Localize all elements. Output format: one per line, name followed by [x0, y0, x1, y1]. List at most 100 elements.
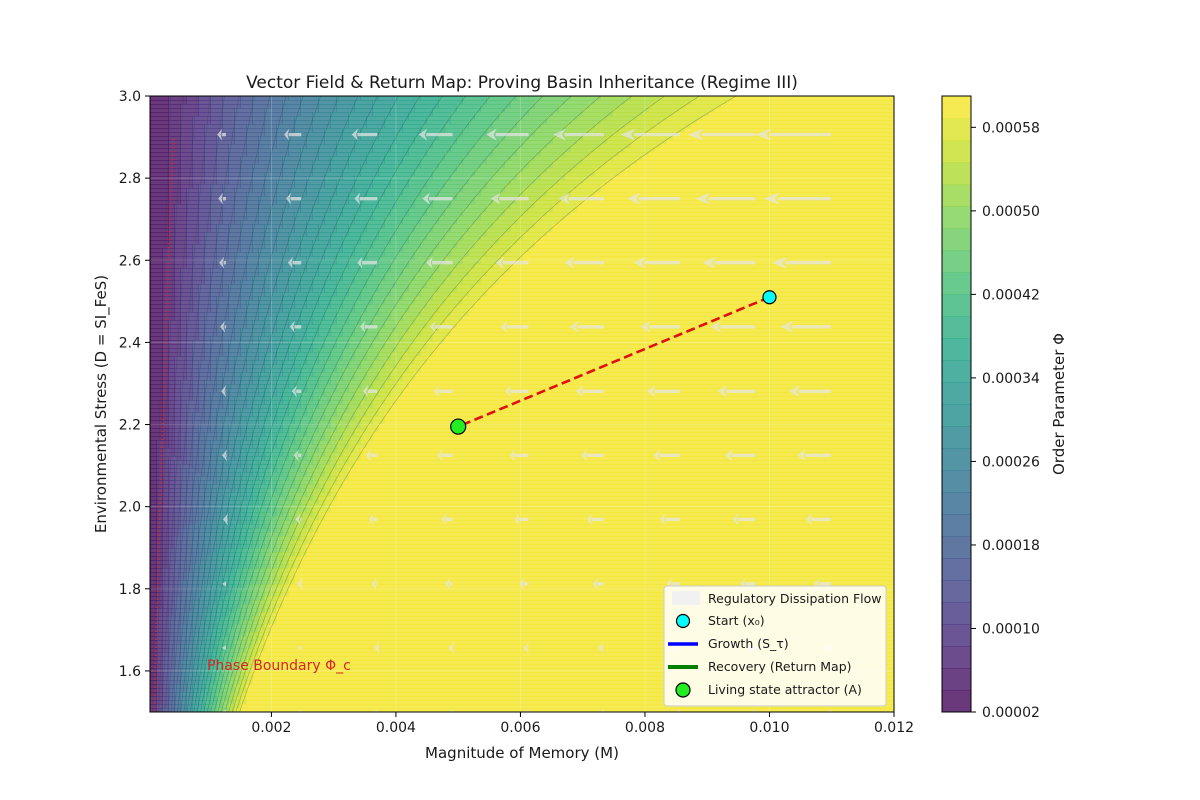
heatmap-cell: [150, 516, 157, 521]
heatmap-cell: [306, 132, 325, 137]
heatmap-cell: [204, 272, 211, 277]
heatmap-cell: [186, 524, 193, 529]
heatmap-cell: [252, 536, 259, 541]
heatmap-cell: [168, 656, 175, 661]
heatmap-cell: [558, 156, 583, 161]
heatmap-cell: [192, 612, 199, 617]
heatmap-cell: [150, 140, 169, 145]
heatmap-cell: [186, 208, 199, 213]
heatmap-cell: [276, 496, 289, 501]
heatmap-cell: [432, 176, 451, 181]
heatmap-cell: [342, 168, 361, 173]
heatmap-cell: [216, 672, 223, 677]
heatmap-cell: [234, 608, 241, 613]
heatmap-cell: [234, 320, 247, 325]
heatmap-cell: [174, 468, 181, 473]
heatmap-cell: [294, 408, 307, 413]
heatmap-cell: [366, 224, 385, 229]
heatmap-cell: [336, 96, 361, 101]
heatmap-cell: [192, 556, 199, 561]
heatmap-cell: [348, 420, 361, 425]
heatmap-cell: [282, 220, 295, 225]
heatmap-cell: [162, 508, 169, 513]
heatmap-cell: [270, 496, 277, 501]
heatmap-cell: [282, 460, 295, 465]
heatmap-cell: [180, 192, 187, 197]
heatmap-cell: [198, 676, 205, 681]
heatmap-cell: [198, 216, 211, 221]
heatmap-cell: [330, 456, 337, 461]
heatmap-cell: [240, 596, 247, 601]
heatmap-cell: [336, 380, 349, 385]
heatmap-cell: [276, 420, 283, 425]
heatmap-cell: [156, 604, 163, 609]
heatmap-cell: [342, 480, 894, 485]
heatmap-cell: [150, 228, 169, 233]
flow-arrow-head: [702, 256, 716, 269]
heatmap-cell: [186, 196, 199, 201]
heatmap-cell: [198, 456, 205, 461]
heatmap-cell: [378, 392, 391, 397]
heatmap-cell: [318, 384, 325, 389]
heatmap-cell: [264, 124, 277, 129]
heatmap-cell: [258, 404, 271, 409]
heatmap-cell: [234, 504, 241, 509]
heatmap-cell: [702, 116, 894, 121]
heatmap-cell: [198, 596, 205, 601]
heatmap-cell: [366, 412, 379, 417]
flow-arrow-head: [553, 128, 566, 141]
heatmap-cell: [540, 172, 565, 177]
heatmap-cell: [228, 548, 235, 553]
heatmap-cell: [252, 588, 259, 593]
heatmap-cell: [216, 708, 223, 712]
heatmap-cell: [426, 184, 445, 189]
heatmap-cell: [180, 296, 193, 301]
heatmap-cell: [282, 292, 295, 297]
heatmap-cell: [240, 704, 894, 709]
heatmap-cell: [234, 404, 247, 409]
heatmap-cell: [396, 204, 415, 209]
heatmap-cell: [252, 368, 265, 373]
heatmap-cell: [162, 368, 169, 373]
heatmap-cell: [306, 352, 319, 357]
heatmap-cell: [372, 380, 385, 385]
heatmap-cell: [408, 208, 427, 213]
heatmap-cell: [384, 412, 894, 417]
heatmap-cell: [168, 356, 175, 361]
heatmap-cell: [270, 344, 277, 349]
heatmap-cell: [216, 576, 223, 581]
heatmap-cell: [192, 184, 199, 189]
heatmap-cell: [162, 516, 169, 521]
heatmap-cell: [192, 352, 205, 357]
heatmap-cell: [282, 212, 295, 217]
heatmap-cell: [174, 244, 187, 249]
heatmap-cell: [312, 160, 331, 165]
heatmap-cell: [150, 504, 157, 509]
heatmap-cell: [324, 336, 337, 341]
heatmap-cell: [150, 288, 163, 293]
heatmap-cell: [150, 540, 157, 545]
heatmap-cell: [450, 228, 469, 233]
heatmap-cell: [528, 208, 553, 213]
heatmap-cell: [456, 284, 475, 289]
heatmap-cell: [192, 540, 199, 545]
heatmap-cell: [432, 316, 445, 321]
heatmap-cell: [246, 700, 894, 705]
heatmap-cell: [318, 264, 331, 269]
heatmap-cell: [234, 108, 253, 113]
heatmap-cell: [222, 676, 229, 681]
heatmap-cell: [246, 520, 253, 525]
heatmap-cell: [348, 160, 367, 165]
heatmap-cell: [180, 108, 199, 113]
heatmap-cell: [228, 292, 241, 297]
heatmap-cell: [162, 588, 169, 593]
heatmap-cell: [330, 348, 343, 353]
heatmap-cell: [300, 476, 313, 481]
heatmap-cell: [210, 592, 217, 597]
heatmap-cell: [240, 656, 247, 661]
heatmap-cell: [270, 480, 277, 485]
heatmap-cell: [162, 624, 169, 629]
flow-arrow: [710, 320, 756, 333]
heatmap-cell: [312, 524, 319, 529]
contour-line: [193, 96, 379, 712]
